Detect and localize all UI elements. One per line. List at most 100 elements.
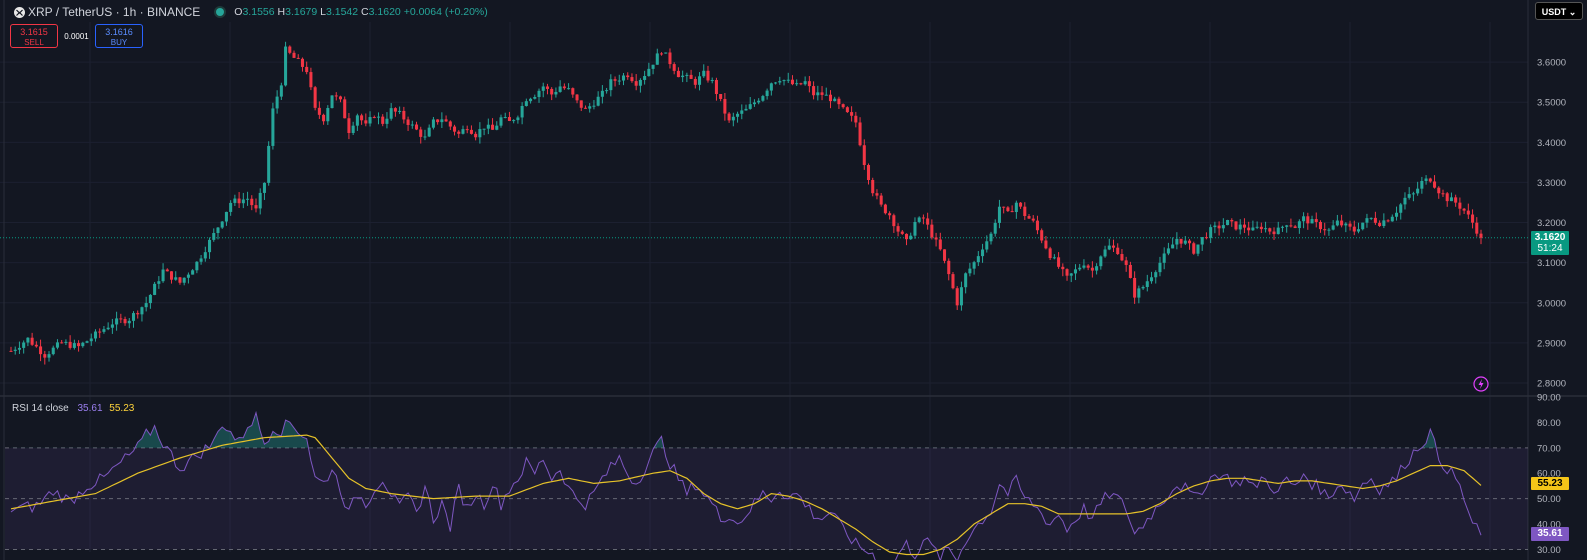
candle-body [186, 274, 190, 278]
candle-body [981, 249, 985, 257]
candle-body [1035, 220, 1039, 231]
candle-body [343, 99, 347, 119]
candle-body [1344, 223, 1348, 226]
candle-body [943, 249, 947, 261]
candle-body [820, 92, 824, 95]
high-value: 3.1679 [285, 6, 318, 18]
candle-body [322, 114, 326, 122]
candle-body [195, 261, 199, 271]
candle-body [1466, 210, 1470, 215]
candle-body [1137, 288, 1141, 298]
candle-body [368, 117, 372, 124]
candle-body [955, 288, 959, 306]
sell-button[interactable]: 3.1615 SELL [10, 24, 58, 48]
candle-body [976, 256, 980, 263]
candle-body [545, 86, 549, 89]
candle-body [161, 269, 165, 282]
candle-body [1361, 222, 1365, 230]
rsi-overbought-fill [135, 412, 1437, 448]
candle-body [592, 105, 596, 107]
candle-body [693, 78, 697, 85]
candle-body [140, 307, 144, 315]
candle-body [224, 211, 228, 222]
candle-body [1479, 233, 1483, 238]
rsi-tick-label: 90.00 [1537, 393, 1561, 404]
candle-body [752, 102, 756, 105]
candle-body [516, 117, 520, 121]
candle-body [402, 110, 406, 120]
buy-button[interactable]: 3.1616 BUY [95, 24, 143, 48]
candle-body [233, 198, 237, 203]
open-value: 3.1556 [242, 6, 275, 18]
candle-body [1023, 206, 1027, 217]
candle-body [1264, 228, 1268, 230]
candle-body [313, 87, 317, 108]
candle-body [258, 192, 262, 209]
candle-body [1069, 273, 1073, 276]
candle-body [1356, 229, 1361, 232]
candle-body [300, 58, 304, 67]
candle-body [938, 239, 942, 250]
candle-body [136, 313, 140, 315]
candle-body [1318, 221, 1323, 230]
symbol-title[interactable]: XRP / TetherUS · 1h · BINANCE [28, 5, 201, 19]
candle-body [457, 131, 461, 134]
lightning-alert-icon[interactable] [1473, 376, 1489, 392]
candle-body [710, 80, 714, 82]
rsi-legend[interactable]: RSI 14 close 35.61 55.23 [12, 403, 134, 414]
rsi-tick-label: 50.00 [1537, 494, 1561, 505]
candle-body [583, 107, 588, 109]
candle-body [1403, 197, 1407, 205]
candle-body [1428, 178, 1432, 182]
candle-body [647, 68, 651, 77]
candle-body [638, 79, 642, 86]
last-price-label: 3.1620 51:24 [1531, 231, 1569, 255]
high-label: H [277, 6, 286, 18]
rsi-tick-label: 40.00 [1537, 520, 1561, 531]
candle-body [900, 231, 904, 234]
candle-body [1458, 202, 1462, 209]
candle-body [828, 94, 833, 102]
candle-body [744, 108, 748, 111]
candle-body [208, 239, 212, 253]
candle-body [448, 121, 452, 127]
candle-body [1310, 219, 1314, 224]
candle-body [824, 94, 828, 96]
candle-body [1149, 277, 1154, 282]
candle-body [634, 81, 638, 86]
candle-body [486, 124, 490, 129]
close-value: 3.1620 [368, 6, 401, 18]
rsi-tick-label: 80.00 [1537, 418, 1561, 429]
candle-body [144, 303, 148, 308]
candle-body [89, 338, 93, 342]
candle-body [672, 64, 676, 71]
chart-header: XRP / TetherUS · 1h · BINANCE O3.1556 H3… [14, 4, 488, 20]
candle-body [60, 342, 64, 344]
candle-body [892, 215, 896, 227]
candle-body [1027, 216, 1031, 219]
candle-body [964, 273, 968, 288]
candle-body [774, 82, 778, 84]
candle-body [106, 327, 110, 330]
candle-body [414, 124, 419, 130]
candle-body [921, 217, 925, 219]
candle-body [1314, 219, 1318, 222]
trade-buttons: 3.1615 SELL 0.0001 3.1616 BUY [10, 24, 143, 48]
candle-body [630, 77, 634, 82]
price-tick-label: 3.4000 [1537, 138, 1566, 149]
candle-body [131, 313, 136, 321]
candle-body [1230, 220, 1234, 222]
candle-body [757, 100, 761, 103]
candlestick-series [9, 41, 1483, 365]
candle-body [930, 224, 934, 238]
market-open-status-icon [216, 8, 225, 16]
rsi-ma-line [10, 434, 1482, 556]
candle-body [444, 119, 448, 122]
candle-body [1179, 238, 1183, 244]
currency-button[interactable]: USDT ⌄ [1535, 2, 1583, 20]
candle-body [148, 294, 152, 304]
candle-body [1255, 226, 1259, 228]
candle-body [1006, 207, 1010, 212]
candle-body [904, 233, 909, 240]
